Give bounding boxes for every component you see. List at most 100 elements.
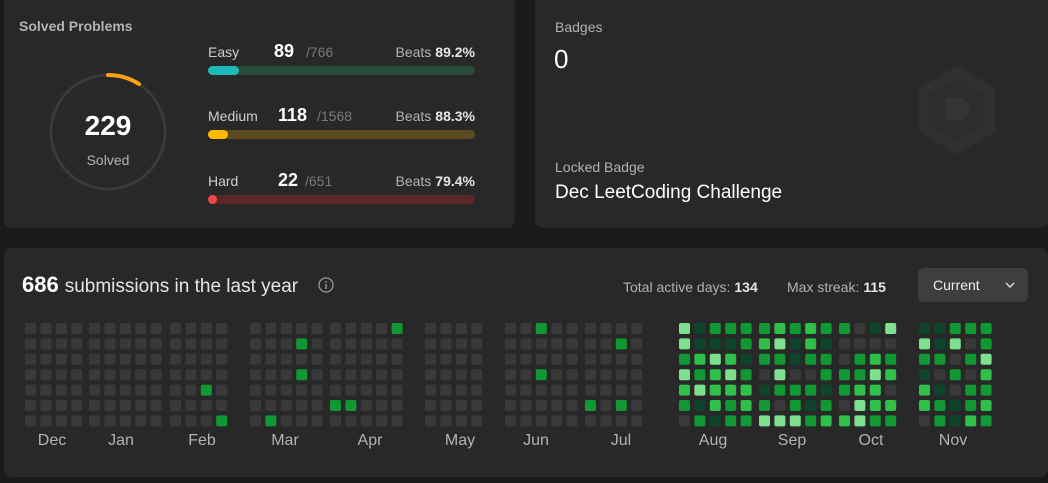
- heatmap-cell[interactable]: [216, 369, 228, 381]
- heatmap-cell[interactable]: [869, 353, 881, 365]
- heatmap-cell[interactable]: [740, 384, 752, 396]
- heatmap-cell[interactable]: [311, 353, 323, 365]
- heatmap-cell[interactable]: [820, 353, 832, 365]
- heatmap-cell[interactable]: [740, 353, 752, 365]
- heatmap-cell[interactable]: [455, 384, 467, 396]
- heatmap-cell[interactable]: [216, 353, 228, 365]
- heatmap-cell[interactable]: [869, 323, 881, 334]
- heatmap-cell[interactable]: [471, 323, 483, 334]
- heatmap-cell[interactable]: [820, 400, 832, 411]
- heatmap-cell[interactable]: [679, 323, 690, 334]
- heatmap-cell[interactable]: [376, 400, 388, 411]
- heatmap-cell[interactable]: [615, 338, 627, 350]
- heatmap-cell[interactable]: [885, 384, 897, 396]
- heatmap-cell[interactable]: [345, 353, 357, 365]
- heatmap-cell[interactable]: [885, 353, 897, 365]
- heatmap-cell[interactable]: [150, 338, 162, 350]
- heatmap-cell[interactable]: [455, 323, 467, 334]
- heatmap-cell[interactable]: [789, 369, 801, 381]
- heatmap-cell[interactable]: [585, 384, 596, 396]
- heatmap-cell[interactable]: [89, 384, 100, 396]
- heatmap-cell[interactable]: [25, 415, 36, 427]
- heatmap-cell[interactable]: [296, 323, 308, 334]
- heatmap-cell[interactable]: [551, 400, 563, 411]
- heatmap-cell[interactable]: [104, 338, 116, 350]
- heatmap-cell[interactable]: [280, 338, 292, 350]
- heatmap-cell[interactable]: [185, 400, 197, 411]
- heatmap-cell[interactable]: [759, 369, 770, 381]
- heatmap-cell[interactable]: [25, 353, 36, 365]
- heatmap-cell[interactable]: [455, 338, 467, 350]
- heatmap-cell[interactable]: [55, 338, 67, 350]
- heatmap-cell[interactable]: [170, 369, 181, 381]
- heatmap-cell[interactable]: [55, 400, 67, 411]
- heatmap-cell[interactable]: [805, 400, 817, 411]
- heatmap-cell[interactable]: [170, 323, 181, 334]
- heatmap-cell[interactable]: [679, 353, 690, 365]
- heatmap-cell[interactable]: [869, 415, 881, 427]
- heatmap-cell[interactable]: [200, 323, 212, 334]
- heatmap-cell[interactable]: [216, 384, 228, 396]
- heatmap-cell[interactable]: [854, 338, 866, 350]
- heatmap-cell[interactable]: [391, 338, 403, 350]
- heatmap-cell[interactable]: [980, 338, 992, 350]
- heatmap-cell[interactable]: [885, 323, 897, 334]
- heatmap-cell[interactable]: [566, 338, 578, 350]
- heatmap-cell[interactable]: [566, 369, 578, 381]
- heatmap-cell[interactable]: [759, 338, 770, 350]
- heatmap-cell[interactable]: [869, 384, 881, 396]
- heatmap-cell[interactable]: [89, 338, 100, 350]
- heatmap-cell[interactable]: [280, 369, 292, 381]
- heatmap-cell[interactable]: [694, 338, 706, 350]
- heatmap-cell[interactable]: [265, 415, 277, 427]
- heatmap-cell[interactable]: [440, 415, 452, 427]
- heatmap-cell[interactable]: [185, 415, 197, 427]
- heatmap-cell[interactable]: [471, 384, 483, 396]
- heatmap-cell[interactable]: [185, 369, 197, 381]
- heatmap-cell[interactable]: [679, 415, 690, 427]
- heatmap-cell[interactable]: [694, 400, 706, 411]
- heatmap-cell[interactable]: [391, 415, 403, 427]
- heatmap-cell[interactable]: [919, 353, 930, 365]
- heatmap-cell[interactable]: [725, 384, 737, 396]
- heatmap-cell[interactable]: [200, 400, 212, 411]
- heatmap-cell[interactable]: [216, 415, 228, 427]
- heatmap-cell[interactable]: [71, 400, 83, 411]
- heatmap-cell[interactable]: [71, 338, 83, 350]
- heatmap-cell[interactable]: [185, 384, 197, 396]
- heatmap-cell[interactable]: [520, 400, 532, 411]
- heatmap-cell[interactable]: [725, 415, 737, 427]
- heatmap-cell[interactable]: [280, 400, 292, 411]
- heatmap-cell[interactable]: [820, 415, 832, 427]
- heatmap-cell[interactable]: [150, 400, 162, 411]
- heatmap-cell[interactable]: [965, 353, 977, 365]
- heatmap-cell[interactable]: [360, 323, 372, 334]
- heatmap-cell[interactable]: [934, 353, 946, 365]
- heatmap-cell[interactable]: [135, 415, 147, 427]
- heatmap-cell[interactable]: [805, 338, 817, 350]
- heatmap-cell[interactable]: [740, 415, 752, 427]
- heatmap-cell[interactable]: [566, 415, 578, 427]
- heatmap-cell[interactable]: [839, 353, 850, 365]
- heatmap-cell[interactable]: [566, 400, 578, 411]
- heatmap-cell[interactable]: [25, 323, 36, 334]
- heatmap-cell[interactable]: [725, 400, 737, 411]
- heatmap-cell[interactable]: [631, 323, 643, 334]
- heatmap-cell[interactable]: [759, 384, 770, 396]
- heatmap-cell[interactable]: [709, 338, 721, 350]
- heatmap-cell[interactable]: [55, 369, 67, 381]
- heatmap-cell[interactable]: [615, 384, 627, 396]
- heatmap-cell[interactable]: [25, 369, 36, 381]
- heatmap-cell[interactable]: [280, 353, 292, 365]
- heatmap-cell[interactable]: [789, 338, 801, 350]
- heatmap-cell[interactable]: [216, 323, 228, 334]
- heatmap-cell[interactable]: [585, 415, 596, 427]
- heatmap-cell[interactable]: [694, 415, 706, 427]
- heatmap-cell[interactable]: [600, 369, 612, 381]
- heatmap-cell[interactable]: [425, 384, 436, 396]
- heatmap-cell[interactable]: [694, 323, 706, 334]
- heatmap-cell[interactable]: [25, 384, 36, 396]
- heatmap-cell[interactable]: [265, 338, 277, 350]
- heatmap-cell[interactable]: [789, 384, 801, 396]
- heatmap-cell[interactable]: [585, 338, 596, 350]
